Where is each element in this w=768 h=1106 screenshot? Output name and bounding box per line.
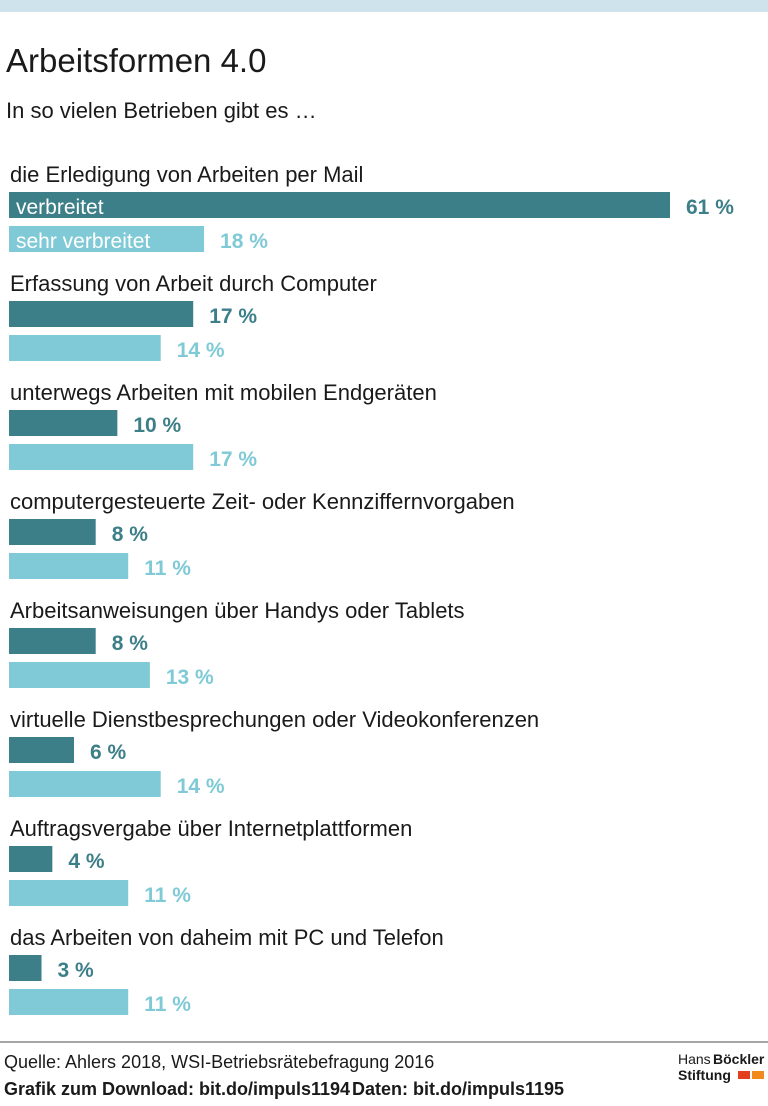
category-label: virtuelle Dienstbesprechungen oder Video… bbox=[10, 707, 539, 732]
bar bbox=[9, 192, 670, 218]
logo-text: Hans bbox=[678, 1051, 711, 1067]
logo-text: Stiftung bbox=[678, 1067, 731, 1083]
category-label: Auftragsvergabe über Internetplattformen bbox=[10, 816, 412, 841]
data-link: Daten: bit.do/impuls1195 bbox=[352, 1079, 564, 1099]
value-label: 18 % bbox=[220, 230, 268, 253]
value-label: 3 % bbox=[58, 959, 95, 982]
value-label: 17 % bbox=[209, 305, 257, 328]
category-label: das Arbeiten von daheim mit PC und Telef… bbox=[10, 925, 444, 950]
bar bbox=[9, 846, 53, 872]
bar bbox=[9, 662, 150, 688]
bar bbox=[9, 955, 42, 981]
logo-text: Böckler bbox=[713, 1051, 765, 1067]
value-label: 14 % bbox=[177, 339, 225, 362]
value-label: 11 % bbox=[144, 993, 191, 1016]
chart-subtitle: In so vielen Betrieben gibt es … bbox=[6, 98, 317, 123]
category-label: die Erledigung von Arbeiten per Mail bbox=[10, 162, 363, 187]
chart-title: Arbeitsformen 4.0 bbox=[6, 42, 266, 79]
value-label: 8 % bbox=[112, 523, 149, 546]
value-label: 61 % bbox=[686, 196, 734, 219]
value-label: 13 % bbox=[166, 666, 214, 689]
bar bbox=[9, 226, 205, 252]
bar bbox=[9, 519, 96, 545]
category-label: unterwegs Arbeiten mit mobilen Endgeräte… bbox=[10, 380, 437, 405]
value-label: 4 % bbox=[68, 850, 105, 873]
category-label: computergesteuerte Zeit- oder Kennziffer… bbox=[10, 489, 515, 514]
bar bbox=[9, 335, 161, 361]
bar bbox=[9, 628, 96, 654]
logo-mark bbox=[738, 1071, 750, 1079]
category-label: Erfassung von Arbeit durch Computer bbox=[10, 271, 377, 296]
bar bbox=[9, 771, 161, 797]
source: Quelle: Ahlers 2018, WSI-Betriebsrätebef… bbox=[4, 1052, 434, 1072]
value-label: 17 % bbox=[209, 448, 257, 471]
value-label: 10 % bbox=[133, 414, 181, 437]
download: Grafik zum Download: bit.do/impuls1194 bbox=[4, 1079, 350, 1099]
value-label: 8 % bbox=[112, 632, 149, 655]
top-band bbox=[0, 0, 768, 12]
bar bbox=[9, 880, 129, 906]
value-label: 6 % bbox=[90, 741, 127, 764]
bar bbox=[9, 737, 75, 763]
value-label: 11 % bbox=[144, 884, 191, 907]
bar bbox=[9, 444, 194, 470]
value-label: 11 % bbox=[144, 557, 191, 580]
legend-label: sehr verbreitet bbox=[16, 230, 150, 253]
bar bbox=[9, 410, 118, 436]
category-label: Arbeitsanweisungen über Handys oder Tabl… bbox=[10, 598, 465, 623]
bar bbox=[9, 301, 194, 327]
logo-mark bbox=[752, 1071, 764, 1079]
bar bbox=[9, 553, 129, 579]
value-label: 14 % bbox=[177, 775, 225, 798]
legend-label: verbreitet bbox=[16, 196, 104, 219]
bar bbox=[9, 989, 129, 1015]
